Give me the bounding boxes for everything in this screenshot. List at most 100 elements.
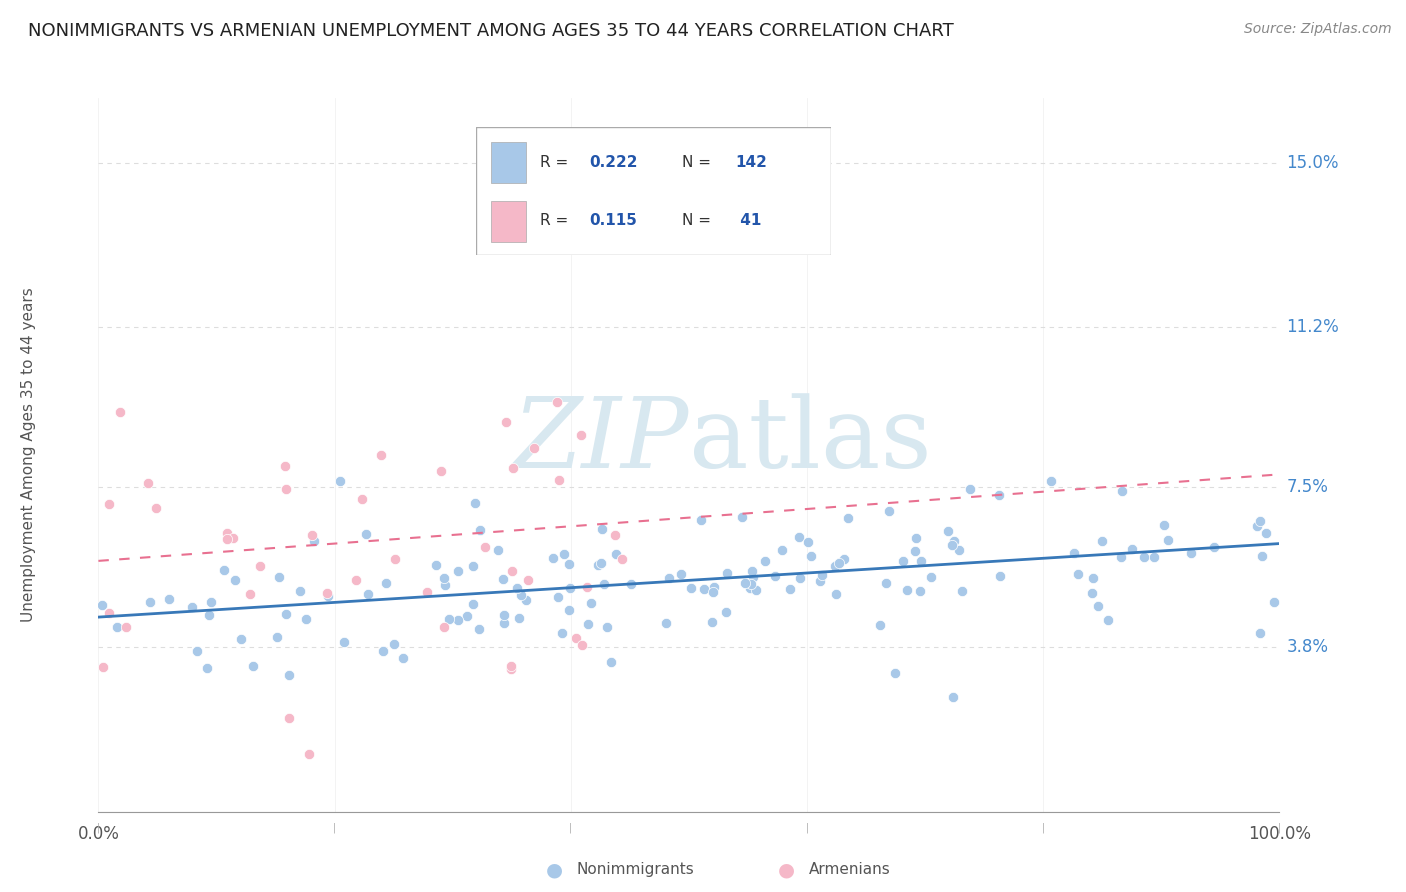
Point	[1091, 533, 1114, 548]
Point	[731, 509, 754, 524]
Point	[877, 503, 900, 517]
Point	[620, 577, 643, 591]
Point	[702, 585, 724, 599]
Point	[1142, 550, 1164, 565]
Point	[1083, 571, 1105, 585]
Point	[332, 635, 354, 649]
Point	[274, 459, 297, 474]
Point	[745, 583, 768, 598]
Point	[565, 631, 588, 645]
Point	[941, 538, 963, 552]
Point	[315, 586, 337, 600]
Point	[425, 558, 447, 573]
Point	[269, 570, 291, 584]
Point	[97, 497, 120, 511]
Point	[546, 395, 568, 409]
Point	[249, 559, 271, 574]
Point	[734, 576, 756, 591]
Point	[904, 531, 927, 545]
Point	[384, 552, 406, 566]
Point	[90, 598, 112, 612]
Point	[239, 586, 262, 600]
Text: ●: ●	[546, 860, 562, 880]
Point	[547, 590, 569, 604]
Point	[591, 556, 613, 570]
Point	[434, 578, 457, 592]
Point	[416, 584, 439, 599]
Point	[959, 482, 981, 496]
Point	[837, 511, 859, 525]
Point	[298, 747, 321, 762]
Point	[1121, 541, 1143, 556]
Point	[467, 622, 489, 636]
Point	[91, 659, 114, 673]
Point	[593, 577, 616, 591]
Point	[828, 556, 851, 570]
Point	[463, 559, 485, 574]
Point	[508, 611, 530, 625]
Text: 0.0%: 0.0%	[77, 825, 120, 843]
Point	[763, 569, 786, 583]
Point	[738, 581, 761, 595]
Point	[800, 549, 823, 564]
Point	[515, 593, 537, 607]
Point	[276, 607, 298, 622]
Point	[494, 607, 516, 622]
Point	[690, 513, 713, 527]
Point	[370, 448, 392, 462]
Text: N =: N =	[682, 155, 716, 170]
Point	[433, 620, 456, 634]
Point	[344, 573, 367, 587]
Point	[789, 571, 811, 585]
Point	[290, 584, 312, 599]
Point	[1111, 483, 1133, 498]
Point	[575, 581, 598, 595]
Point	[195, 661, 218, 675]
Point	[197, 608, 219, 623]
Point	[224, 573, 246, 587]
Point	[136, 475, 159, 490]
Text: 100.0%: 100.0%	[1249, 825, 1310, 843]
Point	[1109, 549, 1132, 564]
Point	[596, 620, 619, 634]
Point	[605, 547, 627, 561]
Text: R =: R =	[540, 155, 574, 170]
Point	[553, 547, 575, 561]
FancyBboxPatch shape	[477, 127, 831, 255]
Point	[754, 554, 776, 568]
Point	[824, 558, 846, 573]
Point	[591, 522, 613, 536]
Point	[936, 524, 959, 538]
Point	[499, 662, 522, 676]
Point	[548, 473, 571, 487]
Point	[558, 581, 581, 595]
Point	[1246, 518, 1268, 533]
Point	[908, 583, 931, 598]
Point	[910, 554, 932, 568]
Point	[681, 581, 703, 595]
Point	[474, 541, 496, 555]
Text: N =: N =	[682, 213, 716, 228]
Point	[741, 565, 763, 579]
Point	[110, 405, 132, 419]
Text: |: |	[333, 822, 336, 833]
Point	[316, 589, 339, 603]
Point	[278, 711, 301, 725]
Point	[943, 533, 966, 548]
Point	[509, 588, 531, 602]
Point	[825, 587, 848, 601]
Text: |: |	[97, 822, 100, 833]
Point	[266, 630, 288, 644]
Point	[869, 618, 891, 632]
Point	[988, 568, 1011, 582]
Point	[502, 460, 524, 475]
Point	[832, 552, 855, 566]
Point	[215, 533, 238, 547]
Point	[229, 632, 252, 646]
Point	[891, 554, 914, 568]
Point	[779, 582, 801, 596]
Text: 15.0%: 15.0%	[1286, 154, 1339, 172]
Point	[797, 535, 820, 549]
Point	[655, 615, 678, 630]
FancyBboxPatch shape	[491, 202, 526, 243]
